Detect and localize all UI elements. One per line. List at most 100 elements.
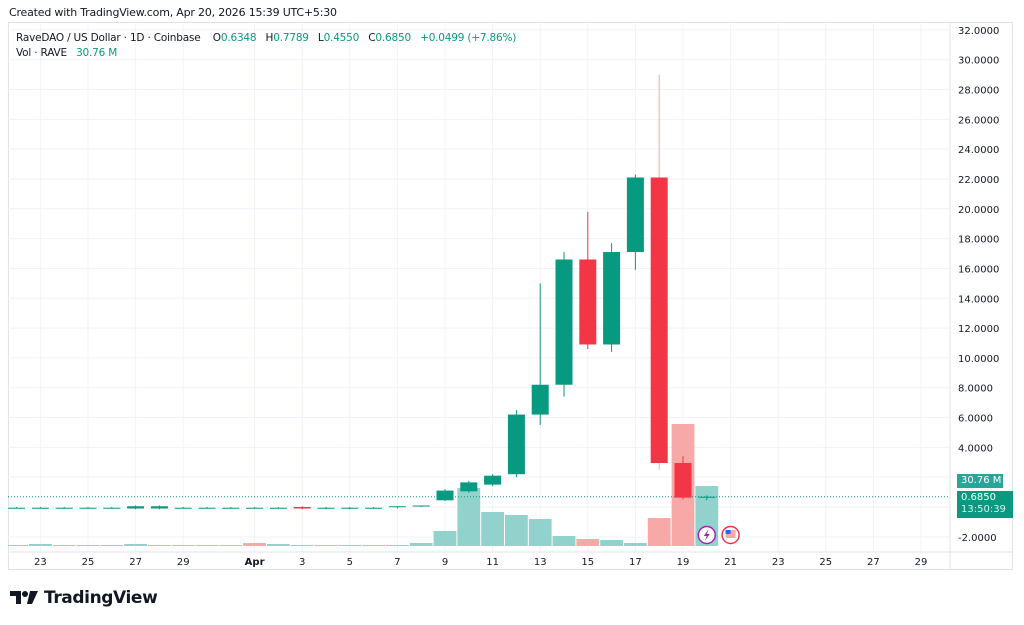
time-axis-label: 13	[534, 557, 547, 568]
candle[interactable]	[626, 174, 644, 270]
chart-legend: RaveDAO / US Dollar · 1D · Coinbase O0.6…	[16, 31, 516, 61]
candle[interactable]	[603, 243, 621, 352]
time-axis-label: 27	[867, 557, 880, 568]
candle[interactable]	[31, 507, 49, 509]
candle[interactable]	[531, 283, 549, 425]
volume-bar	[76, 545, 100, 546]
price-axis-label: 10.0000	[958, 354, 999, 365]
volume-bar	[124, 544, 147, 546]
change-value: +0.0499 (+7.86%)	[420, 32, 517, 44]
volume-bar	[481, 512, 504, 546]
volume-bar	[552, 536, 576, 546]
last-price-badge: 0.6850 13:50:39	[957, 491, 1013, 518]
volume-bar	[600, 540, 623, 546]
candle[interactable]	[341, 507, 359, 510]
candle[interactable]	[79, 507, 97, 509]
time-axis-label: 27	[129, 557, 142, 568]
time-axis-label: 25	[819, 557, 832, 568]
time-axis-label: 15	[581, 557, 594, 568]
created-with-caption: Created with TradingView.com, Apr 20, 20…	[9, 6, 337, 19]
time-axis-label: 23	[34, 557, 47, 568]
time-axis-label: 11	[486, 557, 499, 568]
volume-bar	[338, 545, 362, 546]
candle[interactable]	[198, 507, 216, 509]
volume-bar	[290, 545, 314, 546]
candle[interactable]	[8, 507, 26, 509]
volume-bar	[148, 545, 171, 546]
volume-price-badge: 30.76 M	[957, 474, 1003, 488]
symbol-description[interactable]: RaveDAO / US Dollar · 1D · Coinbase	[16, 32, 201, 44]
price-axis-label: 18.0000	[958, 235, 999, 246]
time-axis-label: 29	[915, 557, 928, 568]
candle[interactable]	[150, 505, 168, 510]
volume-bar	[171, 545, 195, 546]
high-value: 0.7789	[273, 32, 309, 44]
time-axis-label: Apr	[245, 557, 265, 568]
candle[interactable]	[460, 480, 478, 493]
candle[interactable]	[174, 507, 192, 509]
candle[interactable]	[507, 410, 525, 478]
candle[interactable]	[269, 507, 287, 509]
price-axis-label: 30.0000	[958, 56, 999, 67]
volume-value: 30.76 M	[76, 47, 118, 59]
volume-bar	[647, 518, 671, 546]
candle[interactable]	[127, 505, 145, 510]
candle[interactable]	[484, 474, 502, 487]
candle[interactable]	[555, 252, 573, 397]
candle[interactable]	[246, 507, 264, 509]
tradingview-wordmark: TradingView	[44, 588, 158, 608]
candle[interactable]	[365, 507, 383, 509]
candle[interactable]	[412, 505, 430, 507]
volume-bar	[52, 545, 76, 546]
price-axis-label: 22.0000	[958, 175, 999, 186]
volume-legend-row: Vol · RAVE 30.76 M	[16, 46, 516, 61]
candle[interactable]	[317, 507, 335, 510]
price-axis-label: 28.0000	[958, 86, 999, 97]
candle[interactable]	[103, 507, 121, 509]
close-value: 0.6850	[375, 32, 411, 44]
tradingview-logo[interactable]: TradingView	[10, 588, 158, 608]
chart-frame[interactable]	[8, 22, 1013, 570]
volume-bar	[576, 539, 600, 546]
candle[interactable]	[650, 74, 668, 470]
price-axis-label: 32.0000	[958, 26, 999, 37]
candle[interactable]	[698, 495, 716, 501]
volume-bar	[314, 545, 338, 546]
us-flag-economic-event-icon[interactable]	[721, 525, 740, 545]
price-axis-label: 16.0000	[958, 264, 999, 275]
price-axis-label: 20.0000	[958, 205, 999, 216]
volume-bar	[100, 545, 124, 546]
candle[interactable]	[579, 211, 597, 349]
time-axis-label: 7	[394, 557, 400, 568]
time-axis-label: 21	[724, 557, 737, 568]
candle[interactable]	[674, 456, 692, 500]
lightning-event-icon[interactable]	[697, 525, 717, 545]
price-axis-label: 6.0000	[958, 414, 993, 425]
time-axis-label: 3	[299, 557, 305, 568]
volume-bar	[409, 543, 433, 546]
volume-bar	[505, 515, 528, 546]
time-axis-label: 25	[82, 557, 95, 568]
price-axis-label: 8.0000	[958, 384, 993, 395]
volume-bar	[243, 543, 266, 546]
volume-bar	[219, 545, 243, 546]
candle[interactable]	[436, 489, 454, 502]
candle[interactable]	[293, 506, 311, 510]
candle[interactable]	[55, 507, 73, 509]
low-value: 0.4550	[323, 32, 360, 44]
open-value: 0.6348	[220, 32, 257, 44]
candle[interactable]	[388, 506, 406, 509]
tradingview-logo-icon	[10, 591, 38, 604]
time-axis-label: 9	[442, 557, 448, 568]
time-axis-label: 29	[177, 557, 190, 568]
volume-bar	[8, 545, 28, 546]
volume-bar	[433, 531, 457, 546]
volume-label[interactable]: Vol · RAVE	[16, 47, 67, 59]
volume-bar	[267, 544, 290, 546]
candlestick-chart[interactable]: 32.0000 30.0000 28.0000 26.0000 24.0000 22.00…	[8, 22, 1013, 570]
bar-countdown: 13:50:39	[961, 504, 1006, 515]
candle[interactable]	[222, 507, 240, 509]
volume-bar	[457, 488, 481, 546]
price-axis-label: 26.0000	[958, 115, 999, 126]
volume-bar	[386, 545, 409, 546]
